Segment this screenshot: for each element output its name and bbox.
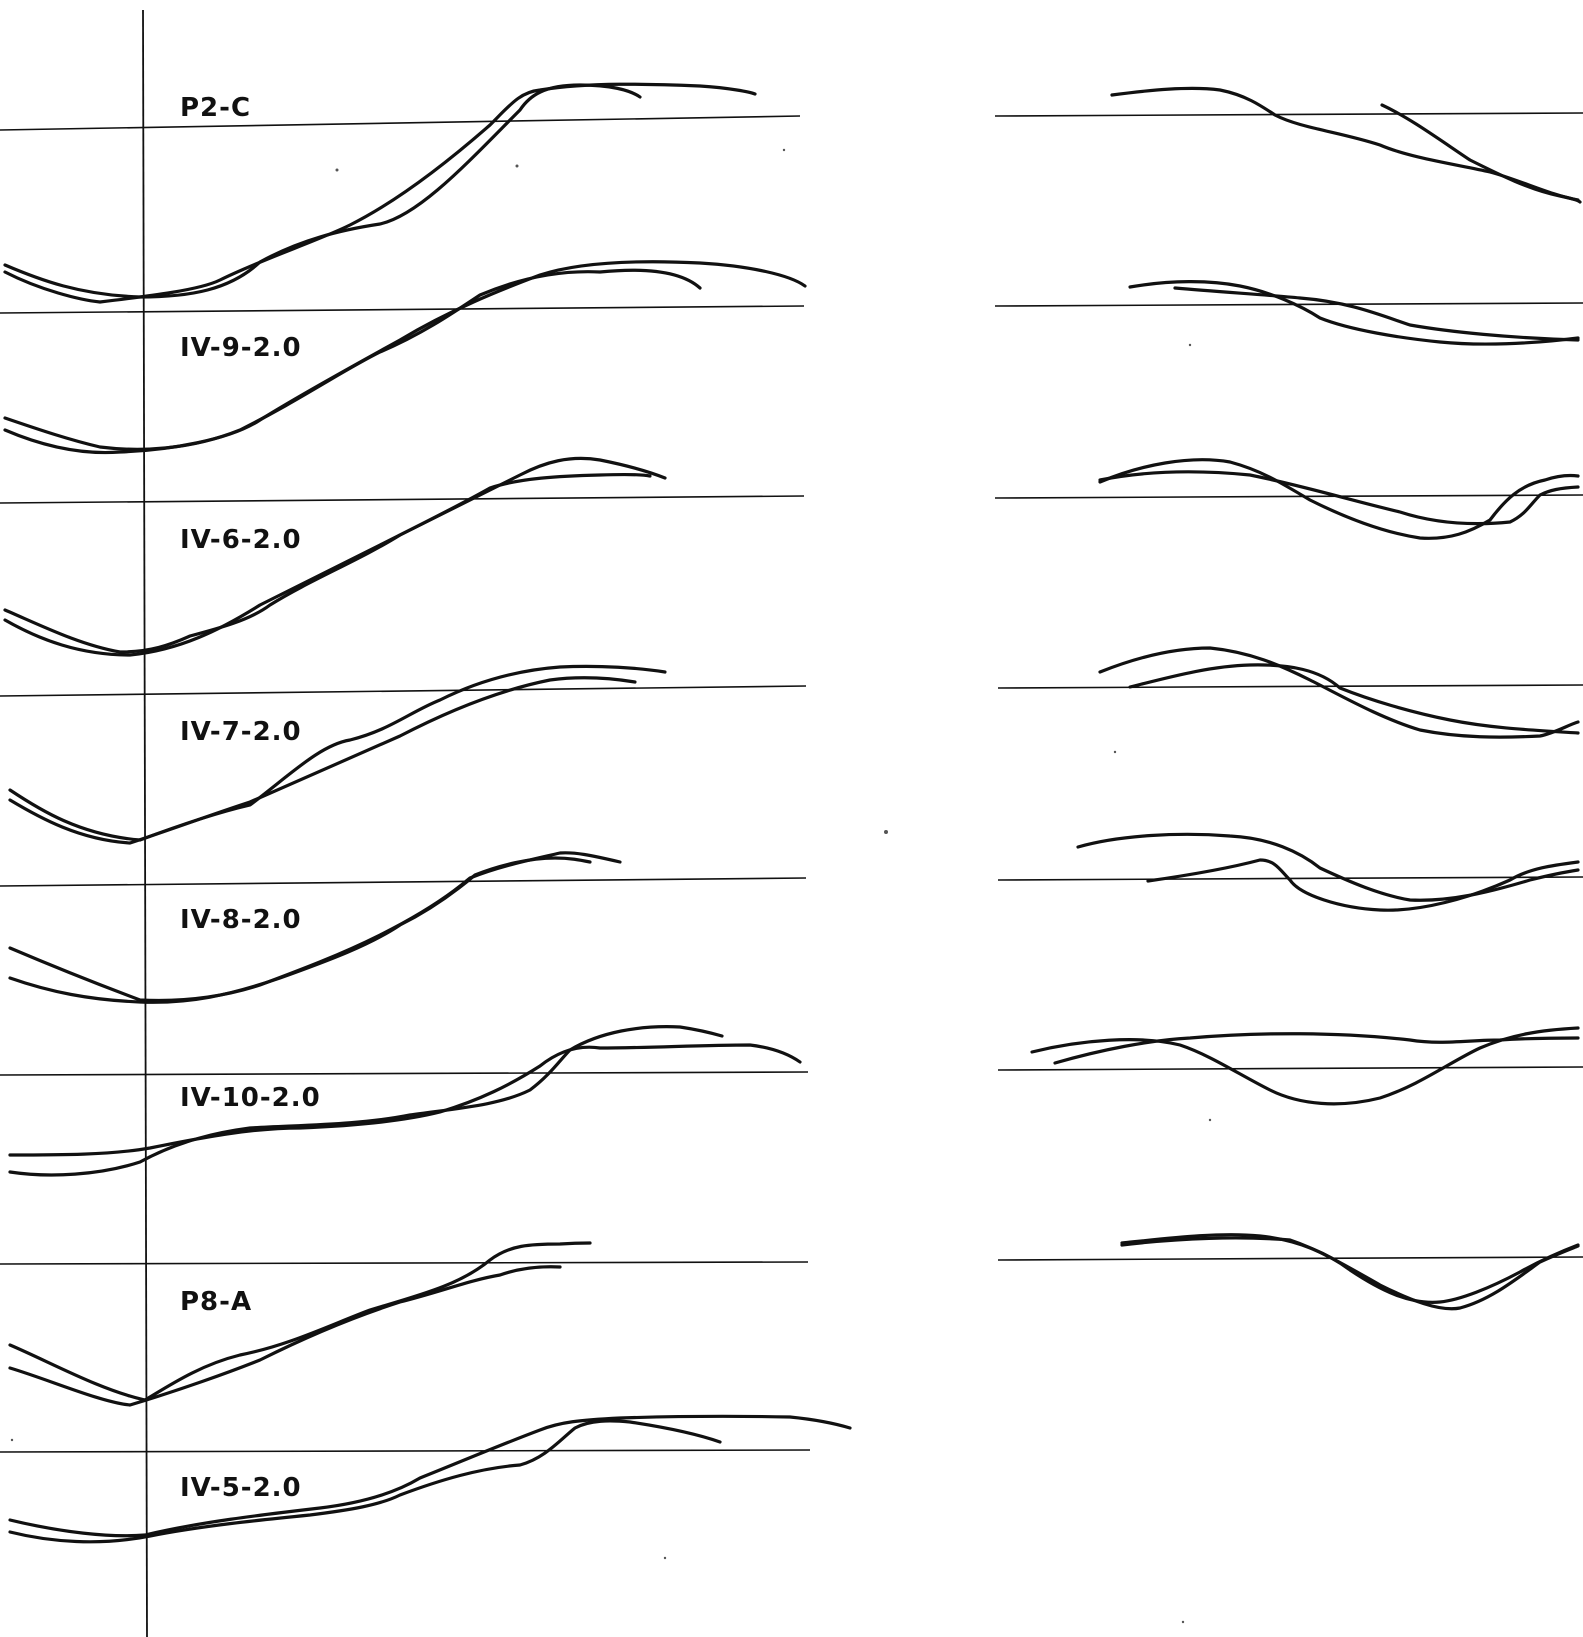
right-panel-5 <box>997 832 1583 912</box>
trace-b <box>3 82 757 304</box>
trace-a <box>8 1241 592 1402</box>
speck <box>335 168 339 172</box>
trace-a <box>1076 832 1580 902</box>
speck <box>884 830 888 834</box>
baseline <box>0 115 801 131</box>
trace-a <box>8 1414 852 1538</box>
trace-b <box>1098 470 1580 526</box>
baseline <box>997 684 1583 689</box>
baseline <box>0 877 807 887</box>
speck <box>782 148 786 152</box>
trace-b <box>1128 663 1580 735</box>
left-panel-p8a: P8-A <box>0 1241 809 1407</box>
baseline <box>0 495 805 504</box>
right-panel-2 <box>994 280 1583 346</box>
left-panel-iv10: IV-10-2.0 <box>0 1025 809 1177</box>
run-label-iv10: IV-10-2.0 <box>180 1083 321 1113</box>
baseline <box>994 112 1583 117</box>
run-label-iv9: IV-9-2.0 <box>180 333 302 363</box>
run-label-p8a: P8-A <box>180 1287 252 1317</box>
trace-a <box>8 851 622 1003</box>
baseline <box>997 1066 1583 1071</box>
trace-b <box>3 472 652 657</box>
run-label-iv6: IV-6-2.0 <box>180 525 302 555</box>
trace-a <box>1110 86 1580 202</box>
run-label-iv5: IV-5-2.0 <box>180 1473 302 1503</box>
trace-b <box>3 260 807 455</box>
run-label-iv8: IV-8-2.0 <box>180 905 302 935</box>
speck <box>10 1438 14 1442</box>
baseline <box>994 494 1583 499</box>
right-panel-3 <box>994 458 1583 540</box>
speck <box>1208 1118 1212 1122</box>
trace-a <box>1098 458 1580 540</box>
baseline <box>994 302 1583 307</box>
baseline <box>0 1071 809 1076</box>
trace-b <box>1173 286 1580 342</box>
baseline <box>0 1261 809 1265</box>
trace-b <box>8 1419 722 1544</box>
speck <box>1188 343 1192 347</box>
right-panel-1 <box>994 86 1583 204</box>
trace-b <box>1120 1236 1580 1311</box>
right-panel-7 <box>997 1233 1583 1311</box>
right-panel-6 <box>997 1026 1583 1106</box>
speck <box>1113 750 1117 754</box>
baseline <box>0 685 807 697</box>
left-panel-iv5: IV-5-2.0 <box>0 1414 852 1544</box>
trace-a <box>1128 280 1580 346</box>
trace-b <box>8 676 637 845</box>
run-label-p2c: P2-C <box>180 93 251 123</box>
left-panel-iv7: IV-7-2.0 <box>0 664 807 845</box>
trace-a <box>8 1043 802 1157</box>
trace-a <box>1120 1233 1580 1304</box>
trace-b <box>1380 103 1582 204</box>
left-panel-iv8: IV-8-2.0 <box>0 851 807 1004</box>
trace-b <box>1146 858 1580 912</box>
speck <box>515 164 519 168</box>
speck <box>1181 1620 1185 1624</box>
trace-b <box>8 1025 724 1177</box>
trace-a <box>3 456 667 654</box>
baseline <box>0 305 805 314</box>
run-label-iv7: IV-7-2.0 <box>180 717 302 747</box>
trace-a <box>3 83 642 299</box>
left-panel-iv6: IV-6-2.0 <box>0 456 805 657</box>
speck <box>663 1556 667 1560</box>
trace-a <box>1098 646 1580 739</box>
trace-b <box>8 856 592 1004</box>
left-panel-p2c: P2-C <box>0 82 801 304</box>
trace-b <box>8 1265 562 1407</box>
baseline <box>997 1256 1583 1261</box>
trace-b <box>1053 1032 1580 1065</box>
right-panel-4 <box>997 646 1583 739</box>
trace-a <box>3 268 702 451</box>
baseline <box>0 1449 811 1453</box>
left-panel-iv9: IV-9-2.0 <box>0 260 807 455</box>
vertical-reference-axis <box>142 9 148 1637</box>
